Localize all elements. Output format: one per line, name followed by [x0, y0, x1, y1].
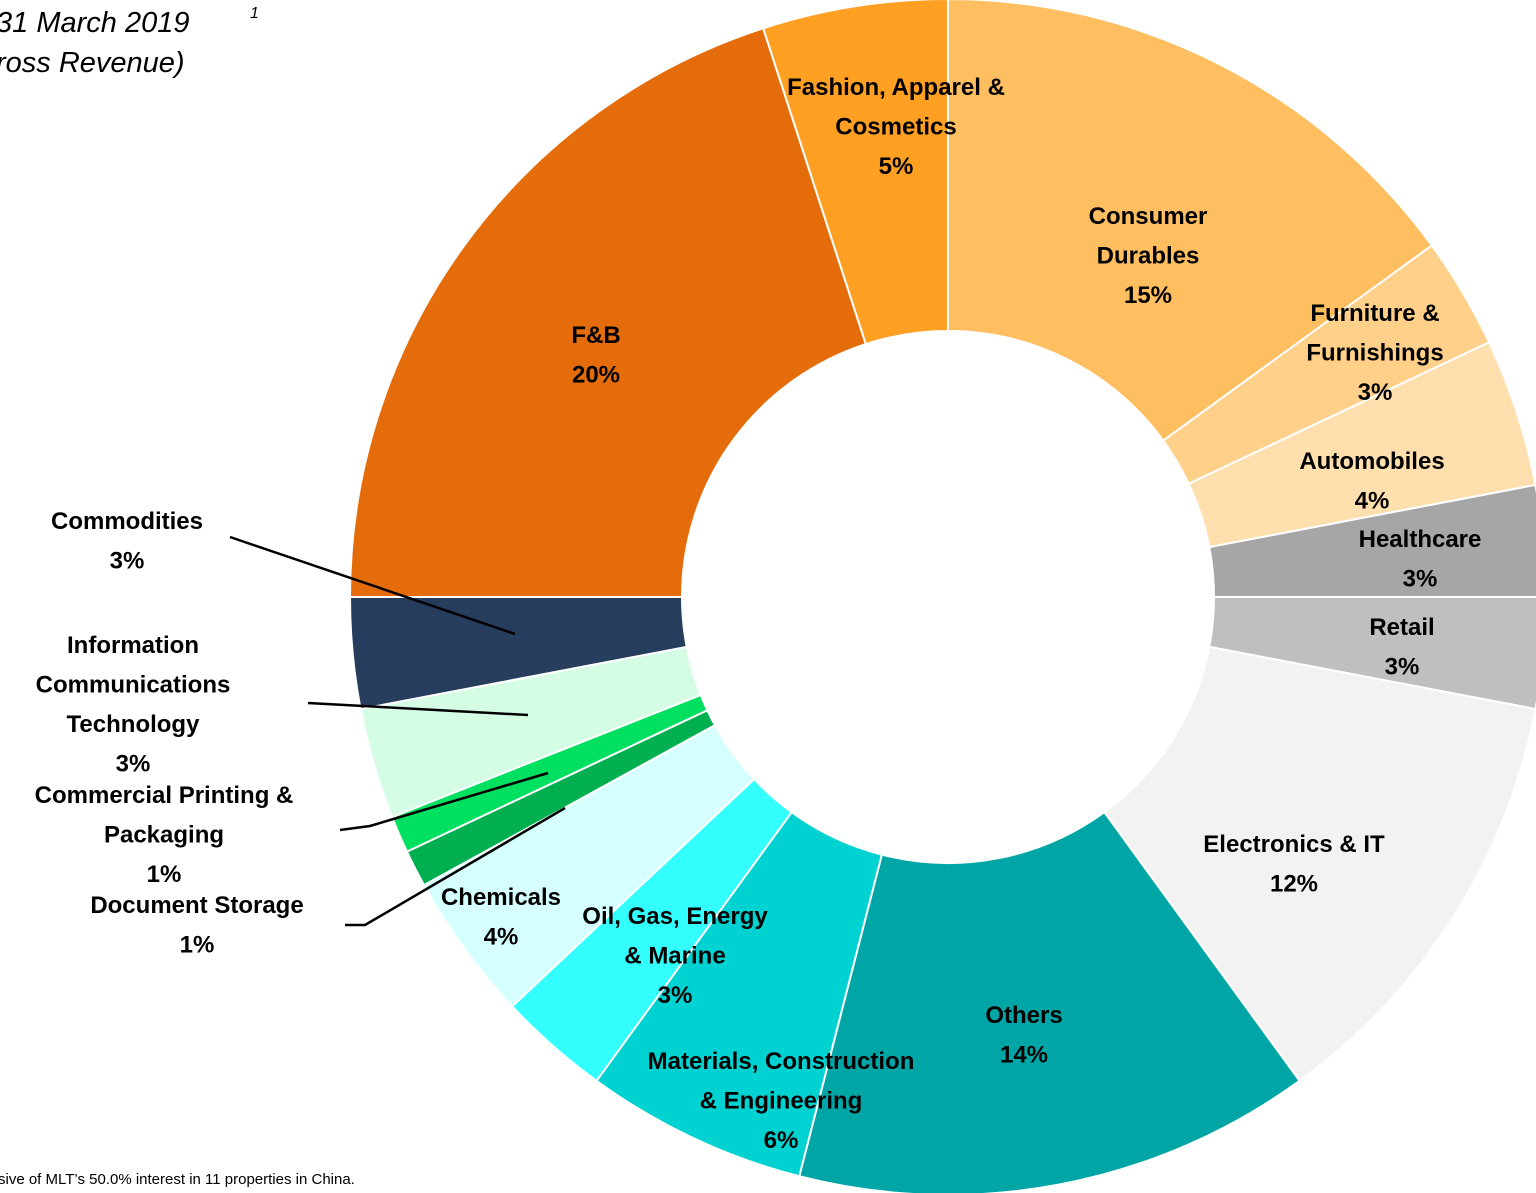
slice-value-label: 5%: [879, 153, 914, 180]
slice-value-label: 1%: [180, 932, 215, 959]
donut-slice: [348, 27, 868, 598]
slice-label: Fashion, Apparel & Cosmetics: [787, 74, 1005, 141]
slice-value-label: 3%: [116, 751, 151, 778]
footnote: sive of MLT’s 50.0% interest in 11 prope…: [0, 1171, 355, 1188]
slice-value-label: 3%: [1403, 566, 1438, 593]
leader-line: [339, 771, 549, 832]
donut-slice: [798, 810, 1301, 1193]
slice-value-label: 12%: [1270, 871, 1318, 898]
slice-value-label: 3%: [1358, 379, 1393, 406]
slice-value-label: 6%: [764, 1127, 799, 1154]
title-superscript: 1: [250, 5, 259, 22]
slice-label: Electronics & IT: [1203, 831, 1385, 858]
leader-line: [307, 701, 529, 717]
slice-value-label: 4%: [1355, 488, 1390, 515]
slice-label: F&B: [571, 322, 620, 349]
donut-slice: [1102, 645, 1536, 1083]
donut-slice: [947, 0, 1434, 443]
slice-value-label: 20%: [572, 362, 620, 389]
slice-label: Consumer Durables: [1089, 203, 1208, 270]
slice-value-label: 14%: [1000, 1042, 1048, 1069]
slice-label: Materials, Construction & Engineering: [648, 1048, 915, 1115]
slice-label: Oil, Gas, Energy & Marine: [582, 903, 768, 970]
donut-slice: [761, 0, 949, 346]
slice-label: Document Storage: [90, 892, 303, 919]
slice-label: Chemicals: [441, 884, 561, 911]
slice-label: Commodities: [51, 508, 203, 535]
slice-value-label: 3%: [110, 548, 145, 575]
donut-slice: [1208, 483, 1536, 598]
slice-value-label: 1%: [147, 861, 182, 888]
leader-line: [229, 535, 516, 636]
slice-label: Information Communications Technology: [36, 632, 231, 738]
slice-label: Healthcare: [1359, 526, 1482, 553]
slice-value-label: 3%: [1385, 654, 1420, 681]
slice-label: Others: [985, 1002, 1062, 1029]
slice-label: Commercial Printing & Packaging: [35, 782, 294, 849]
chart-title: 31 March 2019: [0, 7, 189, 39]
leader-line: [345, 806, 566, 927]
slice-value-label: 15%: [1124, 282, 1172, 309]
slice-value-label: 4%: [484, 924, 519, 951]
slice-label: Furniture & Furnishings: [1306, 300, 1443, 367]
chart-subtitle: ross Revenue): [0, 47, 185, 79]
slice-label: Retail: [1369, 614, 1434, 641]
slice-value-label: 3%: [658, 982, 693, 1009]
slice-label: Automobiles: [1299, 448, 1444, 475]
